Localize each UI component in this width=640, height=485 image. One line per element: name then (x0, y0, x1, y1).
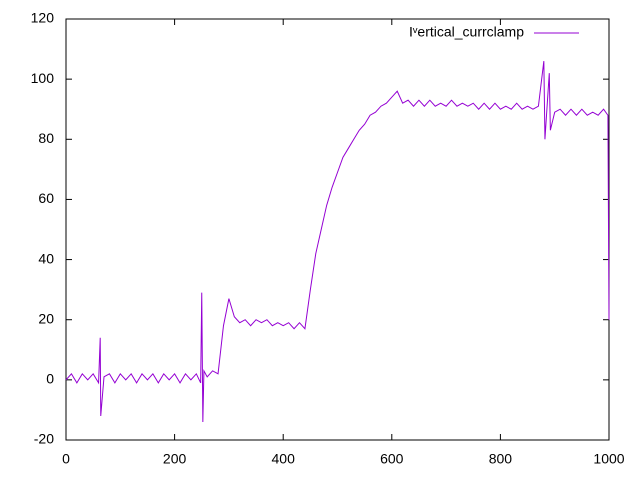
x-tick-label: 600 (380, 451, 404, 467)
x-tick-label: 200 (163, 451, 187, 467)
x-tick-label: 400 (272, 451, 296, 467)
x-tick-label: 0 (62, 451, 70, 467)
data-line (65, 61, 610, 422)
y-tick-label: -20 (34, 431, 54, 447)
y-tick-label: 80 (38, 130, 54, 146)
y-tick-label: 60 (38, 190, 54, 206)
y-tick-label: 120 (31, 10, 55, 26)
legend-label: Iᵛertical_currclamp (409, 24, 524, 40)
y-tick-label: 100 (31, 70, 55, 86)
x-tick-label: 1000 (593, 451, 624, 467)
plot-frame (65, 18, 610, 441)
x-tick-label: 800 (489, 451, 513, 467)
y-tick-label: 40 (38, 250, 54, 266)
y-tick-label: 0 (46, 371, 54, 387)
y-tick-label: 20 (38, 310, 54, 326)
